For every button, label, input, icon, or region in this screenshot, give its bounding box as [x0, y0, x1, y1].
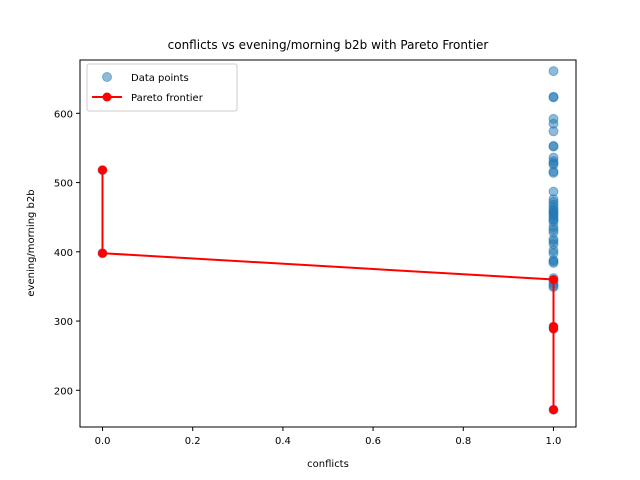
- y-tick-label: 400: [54, 248, 73, 259]
- plot-area: [97, 66, 559, 415]
- x-tick-label: 0.8: [455, 436, 471, 447]
- axes-frame: [79, 59, 577, 428]
- legend-frame: [86, 63, 238, 112]
- pareto-point: [549, 275, 558, 284]
- legend: Data points Pareto frontier: [86, 63, 238, 112]
- y-tick-label: 200: [54, 386, 73, 397]
- legend-marker-data-points: [102, 72, 112, 82]
- x-tick-label: 0.6: [365, 436, 381, 447]
- data-point: [548, 92, 559, 103]
- pareto-point: [549, 324, 558, 334]
- pareto-point: [98, 248, 107, 258]
- x-tick-label: 0.0: [95, 436, 111, 447]
- chart-title: conflicts vs evening/morning b2b with Pa…: [168, 38, 489, 52]
- data-point: [548, 167, 559, 178]
- pareto-point: [98, 165, 107, 175]
- pareto-line: [101, 170, 555, 410]
- x-axis-ticks: 0.0 0.2 0.4 0.6 0.8 1.0: [95, 427, 562, 447]
- x-tick-label: 0.4: [275, 436, 291, 447]
- pareto-series: [98, 165, 558, 415]
- y-axis-label: evening/morning b2b: [26, 189, 37, 296]
- y-tick-label: 500: [54, 179, 73, 190]
- x-axis-label: conflicts: [307, 459, 349, 470]
- data-point: [548, 257, 559, 268]
- y-tick-label: 600: [54, 109, 73, 120]
- y-tick-label: 300: [54, 317, 73, 328]
- legend-label-pareto: Pareto frontier: [131, 93, 204, 104]
- y-axis-ticks: 200 300 400 500 600: [54, 109, 80, 397]
- x-tick-label: 0.2: [185, 436, 201, 447]
- data-point: [548, 126, 559, 137]
- x-tick-label: 1.0: [546, 436, 562, 447]
- pareto-point: [549, 405, 558, 415]
- data-point: [548, 141, 559, 152]
- legend-label-data-points: Data points: [131, 73, 189, 84]
- legend-marker-pareto: [102, 92, 112, 102]
- data-point: [548, 66, 559, 77]
